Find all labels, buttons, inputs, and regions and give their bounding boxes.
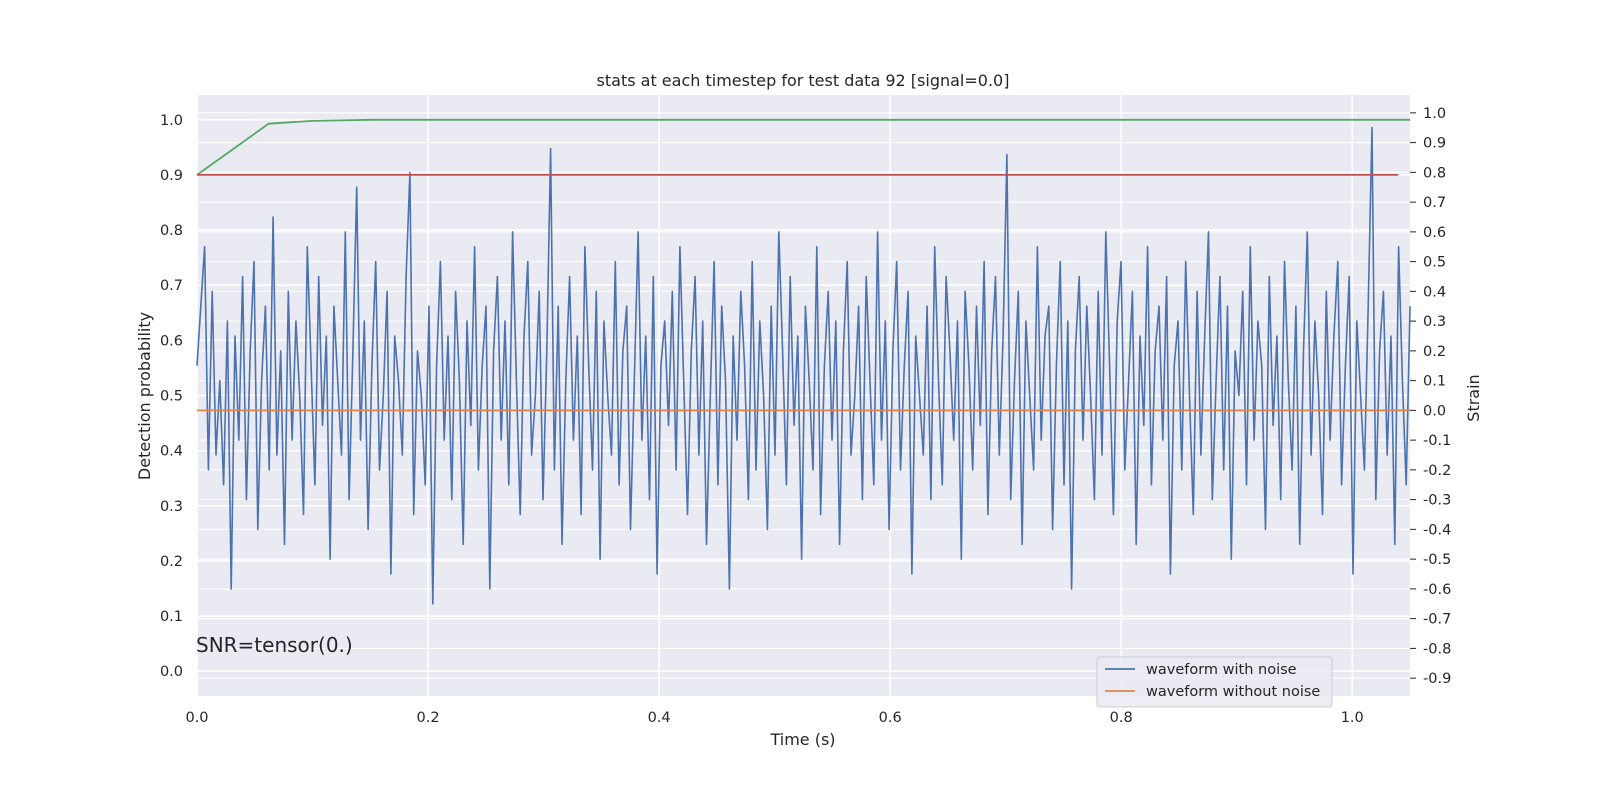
- y-axis-ticks: 0.0 0.1 0.2 0.3 0.4 0.5 0.6 0.7 0.8 0.9 1.0: [160, 113, 183, 680]
- right-tick-label: 1.0: [1423, 106, 1446, 122]
- right-tick-label: 0.0: [1423, 403, 1446, 419]
- x-axis-label: Time (s): [769, 730, 835, 749]
- y-tick-label: 0.6: [160, 333, 183, 349]
- right-tick-label: 0.6: [1423, 225, 1446, 241]
- legend-label-clean: waveform without noise: [1146, 684, 1320, 700]
- y-tick-label: 0.1: [160, 609, 183, 625]
- y-tick-label: 0.2: [160, 554, 183, 570]
- x-tick-label: 0.4: [648, 710, 671, 726]
- right-tick-label: -0.8: [1423, 641, 1451, 657]
- right-tick-label: -0.5: [1423, 552, 1451, 568]
- right-tick-label: -0.4: [1423, 522, 1451, 538]
- right-tick-label: 0.7: [1423, 195, 1446, 211]
- right-tick-label: 0.1: [1423, 374, 1446, 390]
- y-tick-label: 0.7: [160, 278, 183, 294]
- y-tick-label: 0.9: [160, 168, 183, 184]
- legend: waveform with noise waveform without noi…: [1096, 656, 1333, 708]
- x-tick-label: 0.0: [185, 710, 208, 726]
- right-tick-label: -0.6: [1423, 582, 1451, 598]
- x-tick-label: 0.2: [417, 710, 440, 726]
- right-tick-label: 0.4: [1423, 284, 1446, 300]
- right-tick-label: -0.2: [1423, 463, 1451, 479]
- y-tick-label: 0.3: [160, 499, 183, 515]
- legend-label-noisy: waveform with noise: [1146, 662, 1297, 678]
- chart-title: stats at each timestep for test data 92 …: [597, 71, 1010, 90]
- right-tick-label: 0.8: [1423, 165, 1446, 181]
- legend-box: [1096, 656, 1333, 708]
- x-axis-ticks: 0.0 0.2 0.4 0.6 0.8 1.0: [185, 710, 1363, 726]
- right-axis-ticks: -0.9 -0.8 -0.7 -0.6 -0.5 -0.4 -0.3 -0.2 -0.1 0.0 0…: [1410, 106, 1451, 687]
- right-tick-label: 0.5: [1423, 255, 1446, 271]
- right-tick-label: -0.7: [1423, 612, 1451, 628]
- y-tick-label: 0.5: [160, 389, 183, 405]
- right-tick-label: 0.9: [1423, 136, 1446, 152]
- right-axis-label: Strain: [1464, 374, 1483, 421]
- y-tick-label: 1.0: [160, 113, 183, 129]
- series-layer: [196, 118, 1411, 605]
- right-tick-label: -0.9: [1423, 671, 1451, 687]
- y-tick-label: 0.8: [160, 223, 183, 239]
- x-tick-label: 0.8: [1110, 710, 1133, 726]
- detection-probability-line: [196, 118, 1410, 176]
- right-tick-label: -0.1: [1423, 433, 1451, 449]
- y-axis-label: Detection probability: [135, 312, 154, 480]
- x-tick-label: 0.6: [879, 710, 902, 726]
- noisy-waveform-line: [196, 126, 1411, 605]
- right-tick-label: 0.2: [1423, 344, 1446, 360]
- y-tick-label: 0.4: [160, 444, 183, 460]
- right-tick-label: -0.3: [1423, 493, 1451, 509]
- y-tick-label: 0.0: [160, 664, 183, 680]
- right-tick-label: 0.3: [1423, 314, 1446, 330]
- x-tick-label: 1.0: [1341, 710, 1364, 726]
- snr-annotation: SNR=tensor(0.): [196, 633, 353, 657]
